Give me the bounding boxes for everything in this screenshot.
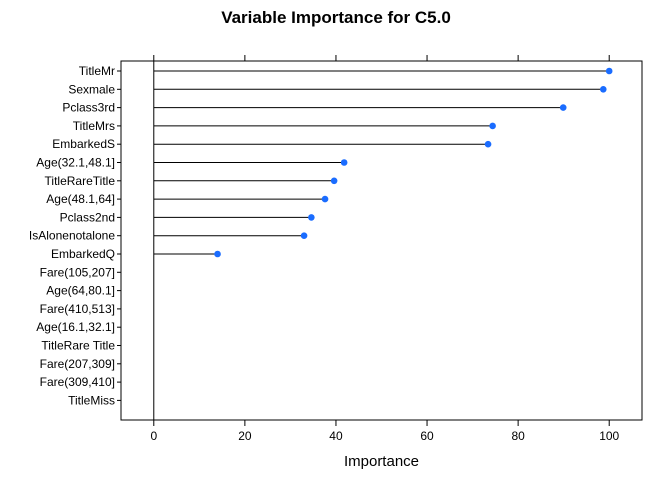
category-label: EmbarkedQ: [51, 247, 115, 261]
x-axis: 0 20 40 60 80 100: [150, 55, 620, 443]
data-point: [300, 232, 308, 239]
x-tick-label: 40: [329, 429, 343, 443]
x-tick-label: 80: [511, 429, 525, 443]
data-point: [599, 86, 607, 93]
category-label: Fare(207,309]: [40, 357, 115, 371]
category-label: Age(32.1,48.1]: [36, 156, 115, 170]
category-label: TitleMrs: [73, 119, 115, 133]
x-tick-label: 0: [150, 429, 157, 443]
data-point: [321, 195, 329, 203]
data-point: [489, 122, 496, 130]
points: [214, 67, 613, 258]
x-tick-label: 20: [238, 429, 252, 443]
category-label: TitleRareTitle: [45, 174, 116, 188]
data-point: [559, 104, 567, 111]
category-label: Fare(105,207]: [40, 265, 115, 279]
chart-title: Variable Importance for C5.0: [221, 8, 451, 27]
x-tick-label: 60: [420, 429, 434, 443]
data-point: [330, 177, 338, 185]
plot-frame: [120, 60, 643, 421]
category-label: Pclass2nd: [60, 210, 115, 224]
data-point: [340, 159, 348, 166]
category-label: TitleMr: [79, 64, 115, 78]
data-point: [605, 67, 613, 75]
category-label: Age(48.1,64]: [46, 192, 115, 206]
category-label: TitleRare Title: [41, 339, 115, 353]
x-tick-label: 100: [599, 429, 619, 443]
data-point: [484, 140, 492, 148]
category-label: Sexmale: [68, 82, 115, 96]
category-label: Age(64,80.1]: [46, 284, 115, 298]
category-label: EmbarkedS: [52, 137, 115, 151]
category-label: Fare(410,513]: [40, 302, 115, 316]
category-label: TitleMiss: [68, 393, 115, 407]
category-label: Fare(309,410]: [40, 375, 115, 389]
data-point: [214, 250, 221, 258]
category-label: Age(16.1,32.1]: [36, 320, 115, 334]
category-label: IsAlonenotalone: [29, 229, 115, 243]
stems: [153, 61, 610, 420]
category-label: Pclass3rd: [62, 101, 115, 115]
data-point: [308, 214, 315, 221]
x-axis-label: Importance: [344, 453, 419, 470]
category-labels: TitleMr Sexmale Pclass3rd TitleMrs EmbarkedS…: [29, 64, 121, 407]
